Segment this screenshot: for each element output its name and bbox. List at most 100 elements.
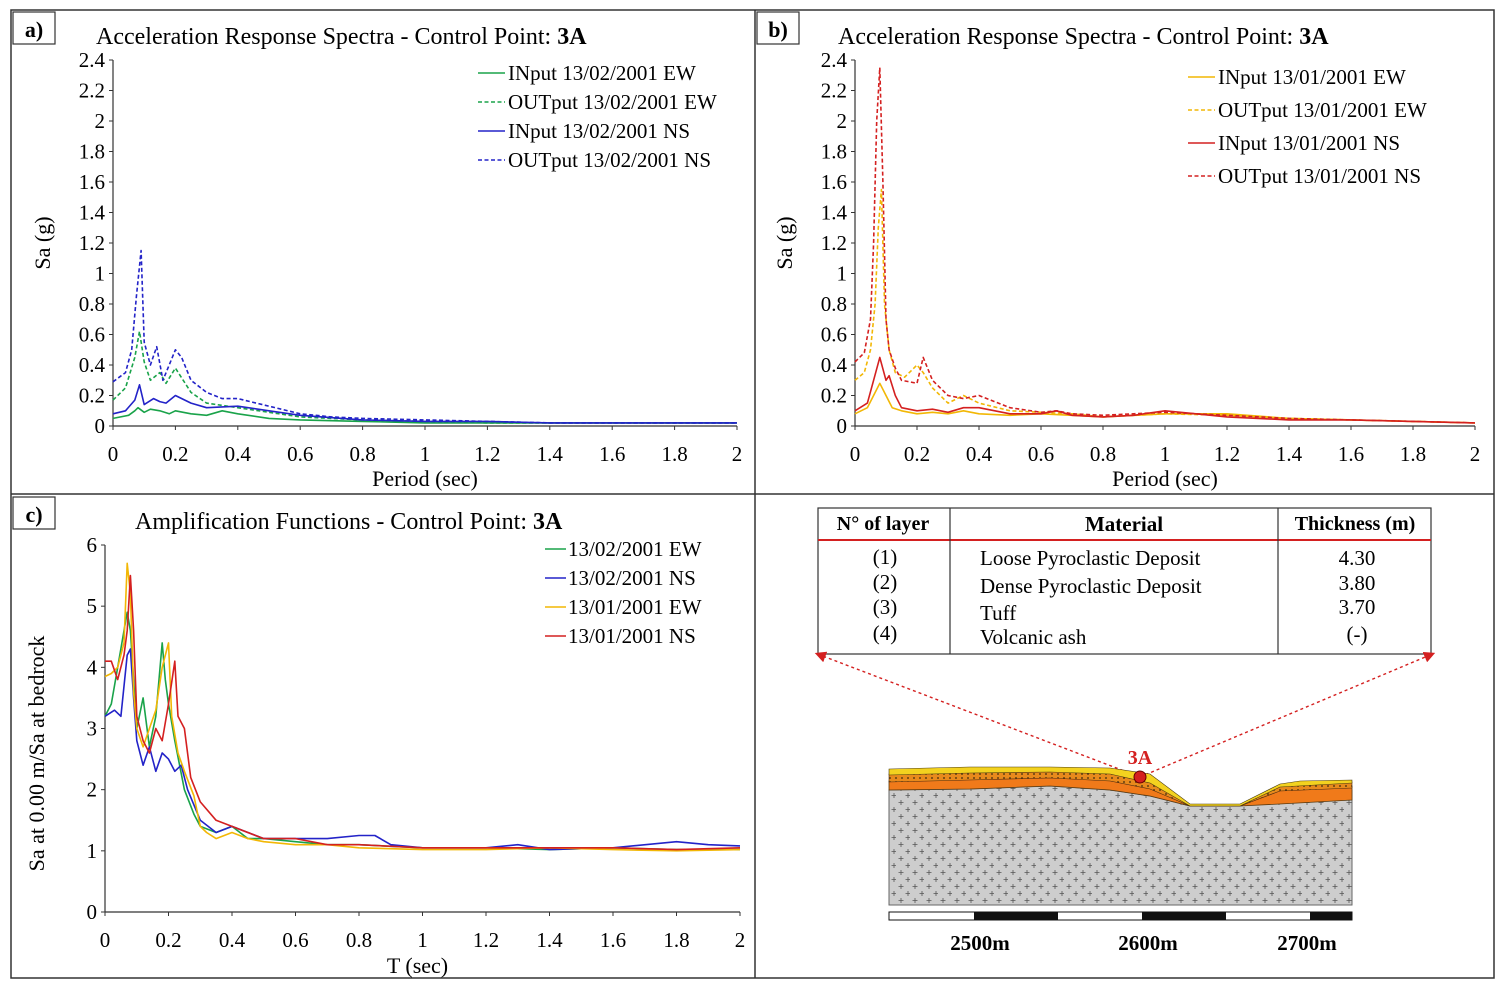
panel-c-letter-box: [12, 496, 56, 530]
layer-row-3-thickness: 3.70: [1339, 595, 1376, 619]
y-tick-label: 1.8: [821, 140, 847, 164]
panel-a-letter-box: [12, 11, 56, 45]
y-tick-label: 2.4: [821, 48, 848, 72]
series-line-2: [112, 330, 737, 424]
x-tick-label: 1: [420, 442, 431, 466]
x-tick-label: 2: [732, 442, 743, 466]
layer-row-1-thickness: 4.30: [1339, 546, 1376, 570]
legend-label: 13/02/2001 NS: [568, 566, 696, 590]
x-tick-label: 1.8: [661, 442, 687, 466]
series-line-4: [854, 66, 1476, 424]
y-tick-label: 2: [95, 109, 106, 133]
y-tick-label: 0: [837, 414, 848, 438]
x-tick-label: 1.2: [1214, 442, 1240, 466]
pointer-line-right: [1139, 652, 1436, 778]
legend-label: 13/01/2001 EW: [568, 595, 702, 619]
legend-label: OUTput 13/01/2001 NS: [1218, 164, 1421, 188]
panel-b-letter-box: [756, 11, 800, 45]
panel-a-letter: a): [25, 17, 43, 42]
layer-row-2-n: (2): [873, 570, 898, 594]
series-line-2: [104, 648, 741, 851]
x-axis-label: T (sec): [387, 953, 448, 978]
y-tick-label: 2.2: [79, 79, 105, 103]
panel-c-header: c) Amplification Functions - Control Poi…: [12, 496, 563, 535]
legend-label: OUTput 13/02/2001 EW: [508, 90, 717, 114]
x-tick-label: 0.8: [346, 928, 372, 952]
x-axis-label: Period (sec): [372, 466, 478, 491]
panel-b-letter: b): [768, 17, 788, 42]
legend-label: OUTput 13/02/2001 NS: [508, 148, 711, 172]
x-tick-label: 0.2: [162, 442, 188, 466]
x-tick-label: 0.6: [282, 928, 308, 952]
series-line-3: [854, 356, 1476, 424]
y-tick-label: 1.8: [79, 140, 105, 164]
x-tick-label: 2: [1470, 442, 1481, 466]
y-tick-label: 1: [87, 839, 98, 863]
x-tick-label: 0: [100, 928, 111, 952]
chart-a: 0 0.2 0.4 0.6 0.8 1 1.2 1.4 1.6 1.8 2 2.2 2.4 0 0.2 0.4…: [30, 48, 742, 491]
panel-a-title: Acceleration Response Spectra - Control …: [96, 24, 587, 50]
y-tick-label: 2.2: [821, 79, 847, 103]
scale-bar-segment: [1142, 912, 1226, 920]
y-tick-label: 0.4: [79, 353, 106, 377]
legend-label: INput 13/01/2001 NS: [1218, 131, 1400, 155]
legend-label: INput 13/01/2001 EW: [1218, 65, 1406, 89]
x-tick-label: 0.2: [155, 928, 181, 952]
control-point-3a-marker: [1133, 770, 1147, 784]
y-tick-label: 1: [837, 262, 848, 286]
y-tick-label: 1.4: [821, 201, 848, 225]
layer-table-header-material: Material: [1085, 512, 1163, 536]
y-axis-label: Sa (g): [772, 216, 797, 269]
panel-c-letter: c): [25, 502, 42, 527]
y-tick-label: 1.6: [821, 170, 847, 194]
y-axis-label: Sa (g): [30, 216, 55, 269]
x-tick-label: 1.2: [473, 928, 499, 952]
y-tick-label: 1.4: [79, 201, 106, 225]
layer-row-2-thickness: 3.80: [1339, 571, 1376, 595]
y-tick-label: 1: [95, 262, 106, 286]
x-tick-label: 0: [850, 442, 861, 466]
layer-row-2-material: Dense Pyroclastic Deposit: [980, 574, 1202, 598]
layer-loose-pyroclastic: [888, 766, 1353, 807]
x-tick-label: 1: [1160, 442, 1171, 466]
pointer-line-left: [814, 651, 1141, 778]
panel-b-title: Acceleration Response Spectra - Control …: [838, 24, 1329, 50]
x-tick-label: 0.8: [1090, 442, 1116, 466]
series-line-4: [105, 574, 741, 851]
panel-b-header: b) Acceleration Response Spectra - Contr…: [756, 11, 1329, 50]
series-line-2: [854, 188, 1476, 424]
scale-label-2700: 2700m: [1277, 931, 1337, 955]
y-tick-label: 0.8: [821, 292, 847, 316]
y-tick-label: 1.2: [821, 231, 847, 255]
legend-label: INput 13/02/2001 NS: [508, 119, 690, 143]
y-tick-label: 3: [87, 717, 98, 741]
chart-c: 0 1 2 3 4 5 6 0 0.2 0.4 0.6 0.8 1 1.2 1.4 1.6 1.8 2 T (sec…: [24, 533, 745, 978]
x-tick-label: 1.8: [663, 928, 689, 952]
y-tick-label: 6: [87, 533, 98, 557]
legend-label: 13/02/2001 EW: [568, 537, 702, 561]
x-tick-label: 0.4: [966, 442, 993, 466]
layer-table-header-thickness: Thickness (m): [1295, 513, 1416, 535]
layer-table-header-n: N° of layer: [837, 513, 930, 535]
series-line-4: [112, 249, 737, 424]
y-tick-label: 2.4: [79, 48, 106, 72]
y-tick-label: 2: [87, 778, 98, 802]
layer-table: N° of layer Material Thickness (m) (1) L…: [817, 507, 1432, 655]
y-axis-label: Sa at 0.00 m/Sa at bedrock: [24, 636, 49, 872]
layer-row-1-n: (1): [873, 545, 898, 569]
x-tick-label: 1.4: [1276, 442, 1303, 466]
x-tick-label: 1.4: [537, 442, 564, 466]
x-tick-label: 1.6: [1338, 442, 1364, 466]
scale-bar-segment: [1310, 912, 1352, 920]
x-tick-label: 0.6: [287, 442, 313, 466]
y-tick-label: 0: [95, 414, 106, 438]
x-tick-label: 1: [417, 928, 428, 952]
y-tick-label: 2: [837, 109, 848, 133]
x-tick-label: 1.6: [599, 442, 625, 466]
x-tick-label: 0.8: [349, 442, 375, 466]
legend-label: OUTput 13/01/2001 EW: [1218, 98, 1427, 122]
y-tick-label: 0: [87, 900, 98, 924]
panel-a-header: a) Acceleration Response Spectra - Contr…: [12, 11, 587, 50]
layer-table-border: [817, 507, 1432, 655]
series-line-3: [104, 562, 741, 852]
